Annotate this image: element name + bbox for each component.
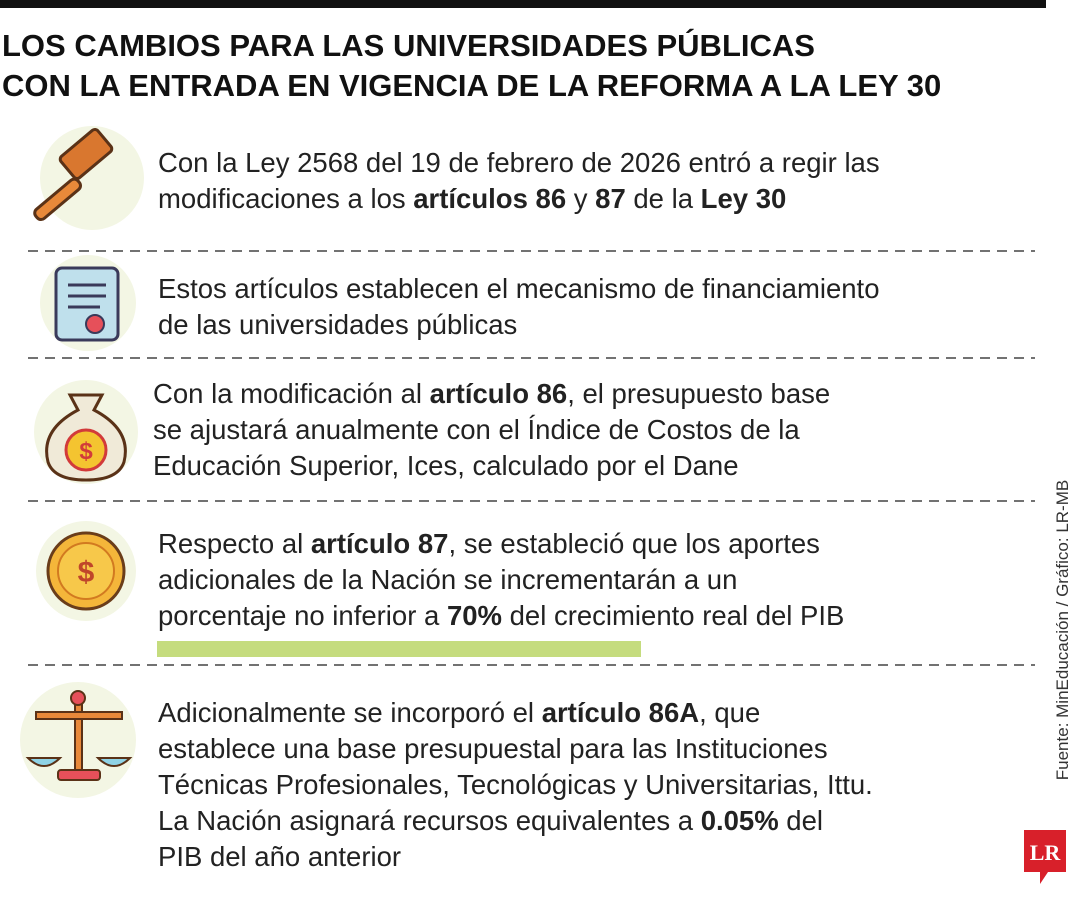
text-run: modificaciones a los	[158, 183, 413, 214]
item-text-line: Adicionalmente se incorporó el artículo …	[158, 697, 760, 728]
bold-run: artículos 86	[413, 183, 566, 214]
text-run: La Nación asignará recursos equivalentes…	[158, 805, 701, 836]
text-run: Con la Ley 2568 del 19 de febrero de 202…	[158, 147, 880, 178]
bold-run: artículo 87	[311, 528, 449, 559]
text-run: establece una base presupuestal para las…	[158, 733, 828, 764]
text-run: del crecimiento real del PIB	[502, 600, 844, 631]
text-run: y	[566, 183, 595, 214]
highlight-bar	[157, 641, 641, 657]
item-text-line: de las universidades públicas	[158, 309, 517, 340]
svg-text:$: $	[78, 556, 95, 589]
text-run: Con la modificación al	[153, 378, 430, 409]
item-text-line: PIB del año anterior	[158, 841, 401, 872]
text-run: adicionales de la Nación se incrementará…	[158, 564, 737, 595]
svg-text:$: $	[79, 438, 93, 465]
text-run: Adicionalmente se incorporó el	[158, 697, 542, 728]
item-text-line: Respecto al artículo 87, se estableció q…	[158, 528, 820, 559]
logo-text: LR	[1030, 840, 1062, 865]
bold-run: Ley 30	[701, 183, 787, 214]
separators	[28, 250, 1035, 666]
bold-run: artículo 86	[430, 378, 568, 409]
gavel-icon	[33, 126, 144, 230]
item-text-line: modificaciones a los artículos 86 y 87 d…	[158, 183, 786, 214]
text-run: PIB del año anterior	[158, 841, 401, 872]
text-run: Técnicas Profesionales, Tecnológicas y U…	[158, 769, 873, 800]
item-text-line: La Nación asignará recursos equivalentes…	[158, 805, 823, 836]
text-run: , el presupuesto base	[567, 378, 830, 409]
text-run: de las universidades públicas	[158, 309, 517, 340]
item-text-line: Estos artículos establecen el mecanismo …	[158, 273, 880, 304]
item-text-line: Educación Superior, Ices, calculado por …	[153, 450, 739, 481]
bold-run: 87	[595, 183, 626, 214]
item-text-line: porcentaje no inferior a 70% del crecimi…	[158, 600, 844, 631]
text-run: , que	[699, 697, 760, 728]
text-run: , se estableció que los aportes	[448, 528, 819, 559]
title-line: LOS CAMBIOS PARA LAS UNIVERSIDADES PÚBLI…	[2, 27, 815, 63]
logo: LR	[1024, 830, 1066, 884]
text-run: Respecto al	[158, 528, 311, 559]
money-bag-icon: $	[34, 380, 138, 484]
text-run: porcentaje no inferior a	[158, 600, 447, 631]
source-note: Fuente: MinEducación / Gráfico: LR-MB	[1053, 480, 1072, 780]
top-bar	[0, 0, 1046, 8]
bold-run: artículo 86A	[542, 697, 700, 728]
text-run: se ajustará anualmente con el Índice de …	[153, 414, 800, 445]
bold-run: 0.05%	[701, 805, 779, 836]
bold-run: 70%	[447, 600, 502, 631]
item-text-line: Con la Ley 2568 del 19 de febrero de 202…	[158, 147, 880, 178]
text-run: del	[779, 805, 823, 836]
item-text-line: establece una base presupuestal para las…	[158, 733, 828, 764]
item-text-line: Con la modificación al artículo 86, el p…	[153, 378, 830, 409]
item-text-line: se ajustará anualmente con el Índice de …	[153, 414, 800, 445]
item-text-line: adicionales de la Nación se incrementará…	[158, 564, 737, 595]
item-text-line: Técnicas Profesionales, Tecnológicas y U…	[158, 769, 873, 800]
coin-icon: $	[36, 521, 136, 621]
title-line: CON LA ENTRADA EN VIGENCIA DE LA REFORMA…	[2, 68, 941, 103]
text-run: de la	[626, 183, 701, 214]
document-icon	[40, 255, 136, 351]
text-run: Educación Superior, Ices, calculado por …	[153, 450, 739, 481]
scale-icon	[20, 682, 136, 798]
text-run: Estos artículos establecen el mecanismo …	[158, 273, 880, 304]
